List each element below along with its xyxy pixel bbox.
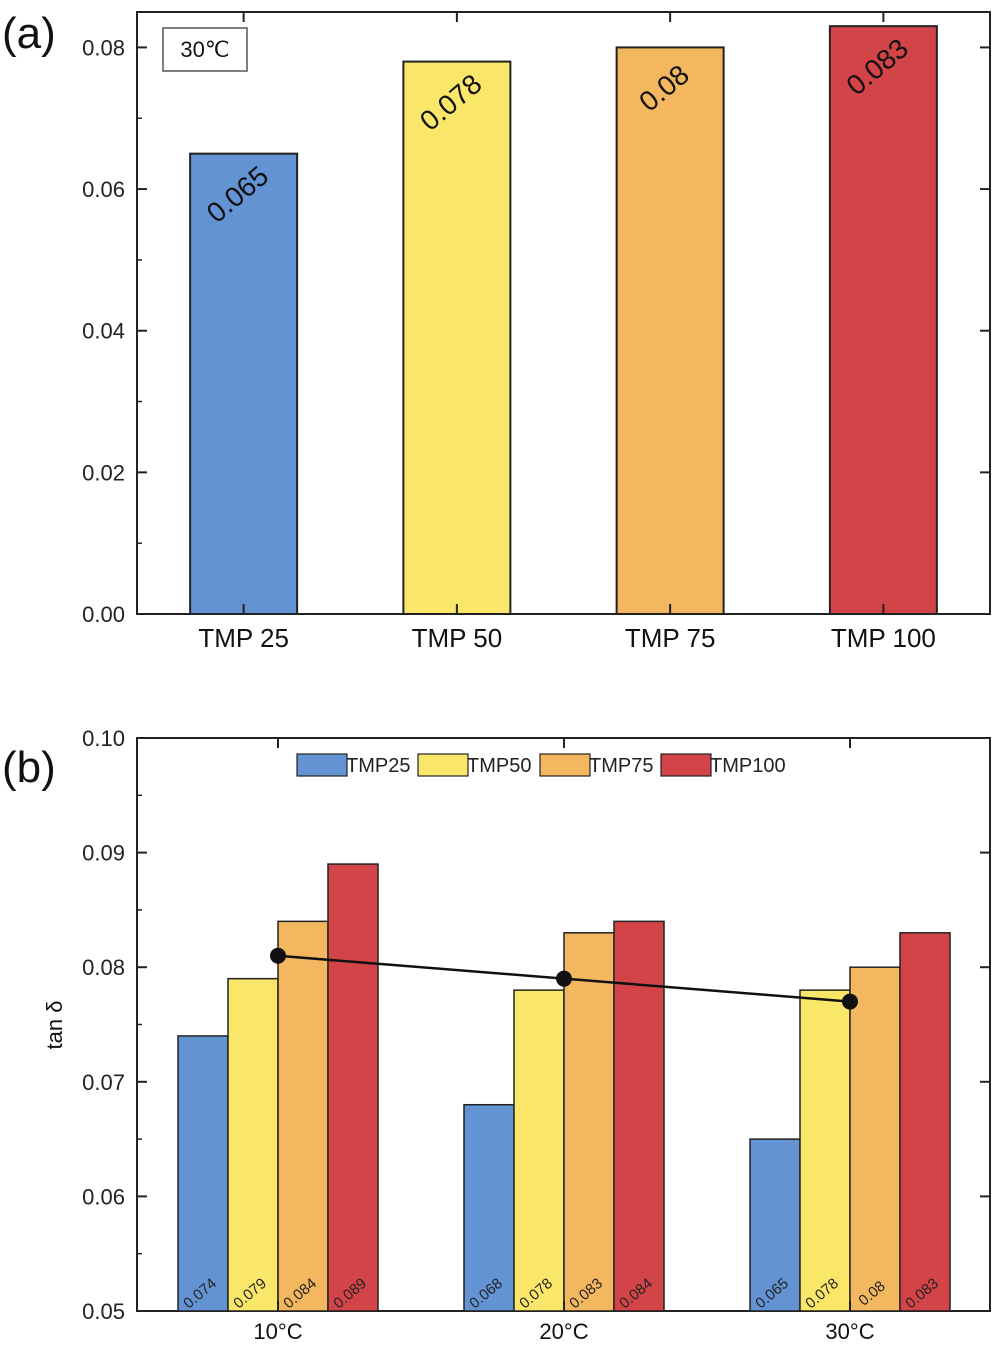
bar-b-TMP100-2 xyxy=(899,932,951,1312)
bar-b-TMP75-0 xyxy=(277,920,329,1312)
overlay-point-b-0 xyxy=(270,947,286,964)
y-tick-label-a: 0.06 xyxy=(82,177,125,202)
plot-frame-a xyxy=(136,11,991,615)
y-tick-label-a: 0.00 xyxy=(82,602,125,627)
bar-b-TMP100-0 xyxy=(327,863,379,1312)
y-tick-label-b: 0.05 xyxy=(82,1299,125,1324)
y-tick-label-a: 0.04 xyxy=(82,319,125,344)
y-tick-label-b: 0.10 xyxy=(82,726,125,751)
legend-label-TMP75: TMP75 xyxy=(589,755,653,777)
x-category-label-b: 10°C xyxy=(253,1319,302,1344)
y-tick-label-a: 0.08 xyxy=(82,35,125,60)
annotation-box-a xyxy=(162,27,248,72)
y-tick-label-b: 0.07 xyxy=(82,1070,125,1095)
bar-b-TMP25-0 xyxy=(177,1035,229,1312)
bar-a-0 xyxy=(189,152,299,615)
overlay-point-b-2 xyxy=(842,993,858,1010)
y-axis-title-b: tan δ xyxy=(42,1001,67,1050)
x-category-label-b: 20°C xyxy=(539,1319,588,1344)
legend-swatch-TMP75 xyxy=(539,753,591,777)
legend-b: TMP25 TMP50 TMP75 TMP100 xyxy=(296,753,786,777)
panel-label-a: (a) xyxy=(2,9,56,58)
bar-a-2 xyxy=(615,46,725,616)
legend-swatch-TMP25 xyxy=(296,753,348,777)
x-category-label-a: TMP 75 xyxy=(625,623,716,653)
overlay-point-b-1 xyxy=(556,970,572,987)
bar-b-TMP50-1 xyxy=(513,989,565,1312)
x-category-label-a: TMP 25 xyxy=(198,623,289,653)
bar-b-TMP75-1 xyxy=(563,932,615,1312)
annotation-text-a: 30℃ xyxy=(180,37,229,62)
bar-b-TMP25-2 xyxy=(749,1138,801,1312)
y-tick-label-b: 0.08 xyxy=(82,955,125,980)
y-tick-label-b: 0.09 xyxy=(82,841,125,866)
bar-b-TMP50-0 xyxy=(227,977,279,1312)
legend-label-TMP100: TMP100 xyxy=(710,755,786,777)
x-category-label-a: TMP 50 xyxy=(412,623,503,653)
bar-b-TMP50-2 xyxy=(799,989,851,1312)
legend-swatch-TMP100 xyxy=(660,753,712,777)
bar-b-TMP25-1 xyxy=(463,1103,515,1312)
bar-b-TMP100-1 xyxy=(613,920,665,1312)
legend-label-TMP25: TMP25 xyxy=(346,755,410,777)
y-tick-label-b: 0.06 xyxy=(82,1184,125,1209)
bar-a-3 xyxy=(828,25,938,615)
bar-b-TMP75-2 xyxy=(849,966,901,1312)
panel-label-b: (b) xyxy=(2,743,56,792)
legend-label-TMP50: TMP50 xyxy=(467,755,531,777)
x-category-label-b: 30°C xyxy=(825,1319,874,1344)
bar-a-1 xyxy=(402,60,512,615)
y-tick-label-a: 0.02 xyxy=(82,460,125,485)
x-category-label-a: TMP 100 xyxy=(831,623,936,653)
legend-swatch-TMP50 xyxy=(417,753,469,777)
